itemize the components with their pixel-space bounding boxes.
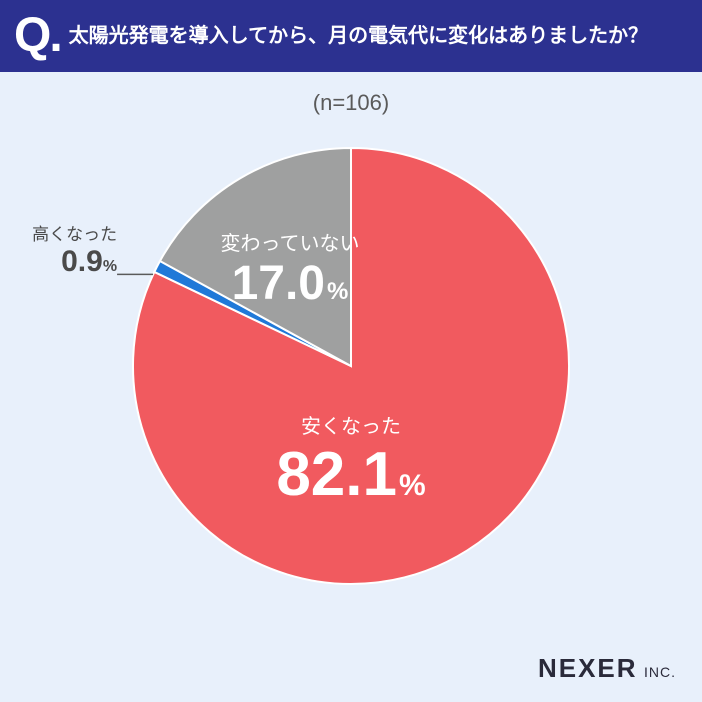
pie-chart: 安くなった 82.1% 変わっていない 17.0% 高くなった 0.9% bbox=[0, 116, 702, 616]
question-text: 太陽光発電を導入してから、月の電気代に変化はありましたか？ bbox=[69, 22, 682, 50]
question-header: Q. 太陽光発電を導入してから、月の電気代に変化はありましたか？ bbox=[0, 0, 702, 72]
sample-size: (n=106) bbox=[0, 90, 702, 116]
footer-brand: NEXER INC. bbox=[538, 653, 676, 684]
leader-line bbox=[0, 116, 702, 616]
q-mark: Q. bbox=[14, 12, 61, 60]
